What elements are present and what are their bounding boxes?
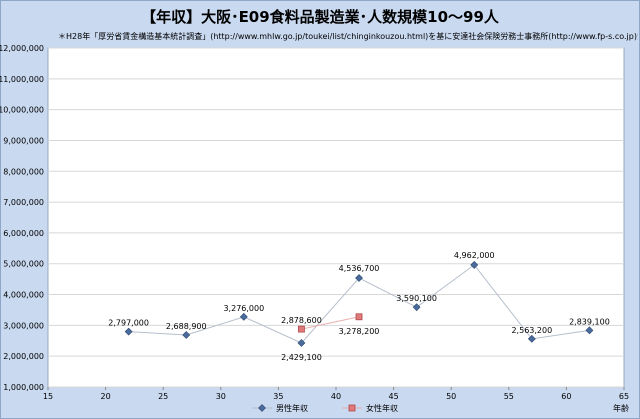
data-label: 2,563,200 bbox=[511, 326, 552, 335]
y-tick-label: 2,000,000 bbox=[3, 352, 44, 361]
legend-label: 女性年収 bbox=[366, 403, 398, 413]
legend-marker-female bbox=[348, 404, 356, 412]
y-tick-label: 5,000,000 bbox=[3, 260, 44, 269]
x-tick-label: 45 bbox=[389, 392, 399, 401]
legend-marker-male bbox=[258, 404, 266, 412]
y-tick-label: 11,000,000 bbox=[0, 75, 44, 84]
x-tick-label: 25 bbox=[158, 392, 168, 401]
data-point-male bbox=[470, 260, 479, 269]
x-tick-label: 60 bbox=[561, 392, 571, 401]
data-label: 4,536,700 bbox=[339, 264, 380, 273]
data-point-female bbox=[355, 313, 363, 321]
y-tick-label: 10,000,000 bbox=[0, 106, 44, 115]
data-point-male bbox=[355, 274, 363, 282]
series-layer bbox=[124, 260, 594, 347]
data-point-male bbox=[412, 303, 421, 312]
plot-area bbox=[47, 47, 625, 388]
y-tick-label: 4,000,000 bbox=[3, 291, 44, 300]
x-tick-label: 40 bbox=[331, 392, 341, 401]
data-label: 2,878,600 bbox=[281, 316, 322, 325]
data-label: 2,429,100 bbox=[281, 353, 322, 362]
series-line-female bbox=[301, 316, 360, 330]
data-point-male bbox=[239, 312, 248, 321]
data-label: 2,797,000 bbox=[108, 319, 149, 328]
legend-label: 男性年収 bbox=[276, 403, 308, 413]
x-axis-label: 年齢 bbox=[613, 403, 629, 413]
data-label: 4,962,000 bbox=[454, 251, 495, 260]
data-label: 2,688,900 bbox=[166, 322, 207, 331]
x-tick-label: 55 bbox=[504, 392, 514, 401]
x-tick-label: 15 bbox=[43, 392, 53, 401]
chart-title: 【年収】大阪･E09食料品製造業･人数規模10～99人 bbox=[141, 8, 499, 26]
x-tick-label: 50 bbox=[446, 392, 456, 401]
data-point-male bbox=[297, 339, 306, 347]
data-point-male bbox=[182, 331, 191, 339]
data-label: 3,590,100 bbox=[396, 294, 437, 303]
x-tick-label: 35 bbox=[273, 392, 283, 401]
y-tick-label: 9,000,000 bbox=[3, 136, 44, 145]
y-tick-label: 12,000,000 bbox=[0, 44, 44, 53]
data-point-male bbox=[124, 327, 133, 336]
y-tick-label: 1,000,000 bbox=[3, 383, 44, 392]
y-tick-label: 3,000,000 bbox=[3, 321, 44, 330]
x-tick-label: 20 bbox=[101, 392, 111, 401]
data-point-female bbox=[298, 325, 305, 333]
grid-lines bbox=[48, 47, 624, 388]
data-labels: 2,797,000 2,688,900 3,276,000 2,429,100 4,53… bbox=[108, 251, 610, 362]
data-point-male bbox=[527, 334, 536, 343]
x-tick-label: 65 bbox=[619, 392, 629, 401]
y-tick-label: 7,000,000 bbox=[3, 198, 44, 207]
x-tick-label: 30 bbox=[216, 392, 226, 401]
data-label: 3,276,000 bbox=[223, 304, 264, 313]
data-label: 2,839,100 bbox=[569, 317, 610, 326]
chart-subtitle: ＊H28年「厚労省賃金構造基本統計調査」(http://www.mhlw.go.… bbox=[58, 32, 638, 41]
y-tick-label: 6,000,000 bbox=[3, 229, 44, 238]
data-point-male bbox=[585, 326, 594, 335]
axes: 1,000,000 2,000,000 3,000,000 4,000,000 5,00… bbox=[0, 44, 629, 413]
legend: 男性年収 女性年収 bbox=[252, 403, 398, 413]
y-tick-label: 8,000,000 bbox=[3, 167, 44, 176]
data-label: 3,278,200 bbox=[339, 327, 380, 336]
